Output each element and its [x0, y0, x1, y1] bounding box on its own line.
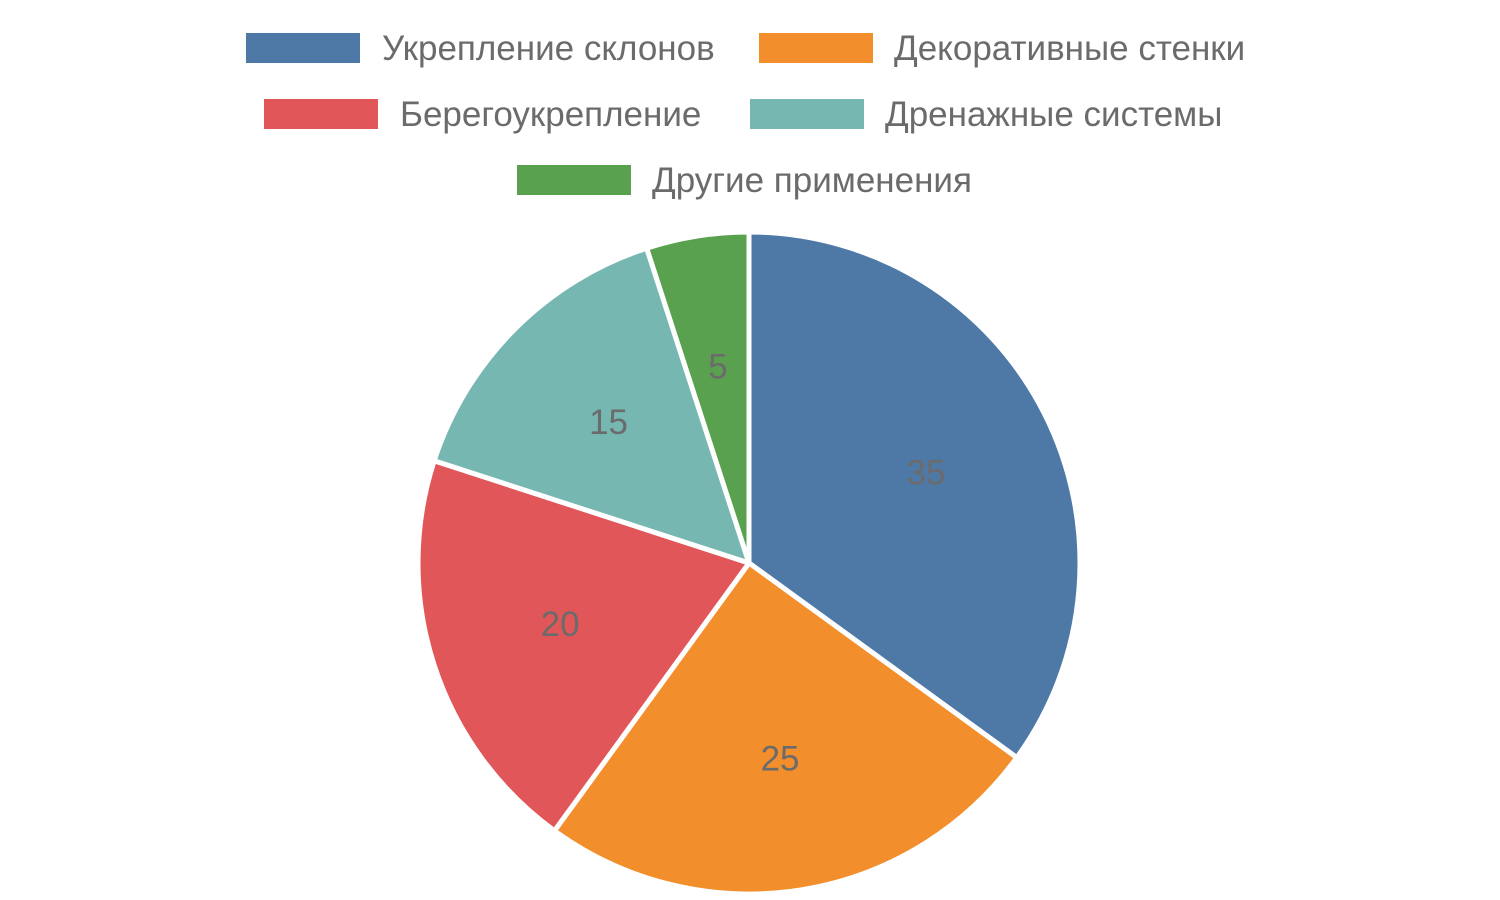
- legend-label: Другие применения: [652, 161, 972, 200]
- slice-data-label: 25: [761, 740, 800, 779]
- legend-swatch: [264, 99, 378, 129]
- legend-item-drugie-primeneniya[interactable]: Другие применения: [517, 161, 972, 200]
- legend-label: Берегоукрепление: [400, 95, 701, 134]
- legend-label: Дренажные системы: [885, 95, 1222, 134]
- pie-slices: [415, 229, 1083, 897]
- pie-slice[interactable]: [644, 229, 752, 566]
- slice-data-label: 20: [541, 605, 580, 644]
- pie-slice[interactable]: [746, 229, 1083, 761]
- pie-slice[interactable]: [415, 458, 752, 834]
- legend-swatch: [246, 33, 360, 63]
- slice-data-label: 35: [906, 453, 945, 492]
- legend-item-drenazhnye-sistemy[interactable]: Дренажные системы: [750, 95, 1222, 134]
- legend-swatch: [517, 165, 631, 195]
- legend-item-beregoukreplenie[interactable]: Берегоукрепление: [264, 95, 701, 134]
- legend-swatch: [750, 99, 864, 129]
- pie-data-labels: 35 25 20 15 5: [541, 347, 946, 778]
- legend-swatch: [759, 33, 873, 63]
- slice-data-label: 15: [589, 403, 628, 442]
- legend-label: Укрепление склонов: [382, 29, 715, 68]
- legend-item-ukreplenie-sklonov[interactable]: Укрепление склонов: [246, 29, 715, 68]
- pie-slice[interactable]: [551, 560, 1020, 897]
- chart-legend: Укрепление склонов Декоративные стенки Б…: [246, 29, 1245, 200]
- legend-label: Декоративные стенки: [894, 29, 1245, 68]
- legend-item-dekorativnye-stenki[interactable]: Декоративные стенки: [759, 29, 1245, 68]
- slice-data-label: 5: [708, 347, 727, 386]
